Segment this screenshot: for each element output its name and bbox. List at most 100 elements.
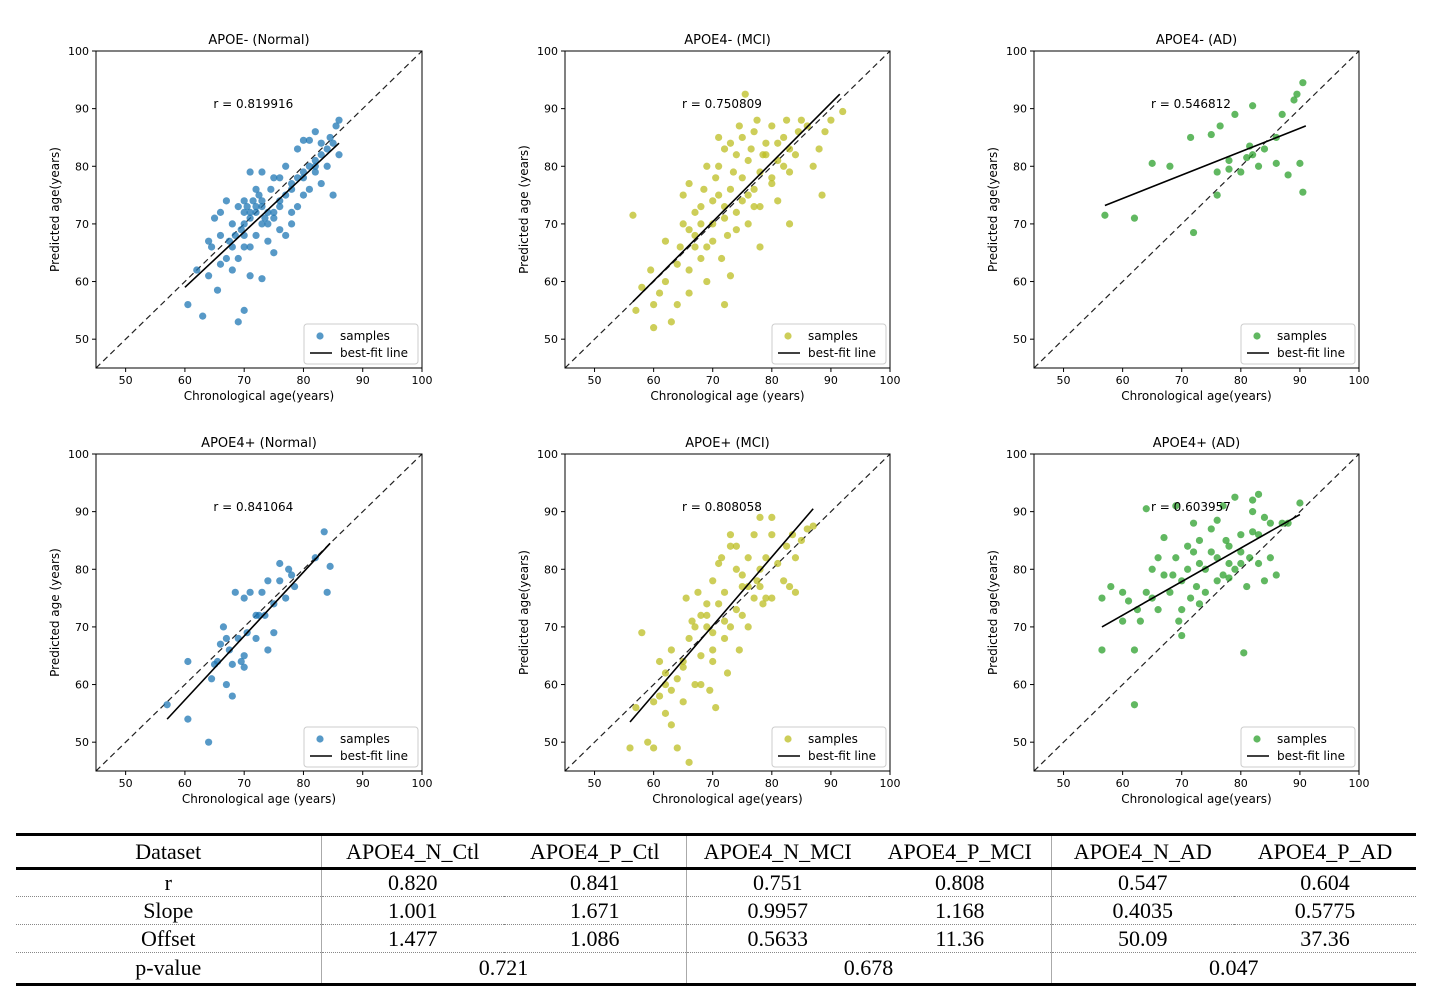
sample-point [726,272,735,280]
legend-samples-label: samples [808,329,858,343]
sample-point [299,191,308,199]
x-tick-label: 60 [1116,777,1130,790]
legend-box [1240,726,1356,768]
sample-point [1130,214,1139,222]
chart-title: APOE+ (MCI) [685,436,769,451]
sample-point [827,116,835,124]
sample-point [732,606,740,614]
sample-point [1192,582,1201,591]
sample-point [311,554,319,562]
sample-point [1231,110,1239,118]
sample-point [240,243,248,251]
legend-samples-marker [784,332,792,340]
sample-point [720,634,729,643]
sample-point [750,531,758,539]
x-axis-label: Chronological age(years) [652,792,802,806]
chart-title: APOE4+ (AD) [1153,436,1241,451]
sample-point [667,686,675,694]
sample-point [703,162,711,170]
sample-point [1254,490,1263,498]
sample-point [768,513,776,522]
sample-point [791,151,800,159]
sample-point [709,237,717,245]
chart-title: APOE4- (MCI) [684,33,771,48]
sample-point [1130,701,1139,709]
correlation-annotation: r = 0.819916 [213,97,293,111]
sample-point [317,151,325,159]
x-tick-label: 80 [765,374,779,387]
sample-point [1237,559,1245,568]
sample-point [1195,559,1204,568]
sample-point [270,208,278,216]
sample-point [685,266,693,274]
x-tick-label: 90 [1293,374,1307,387]
sample-point [762,151,770,159]
x-tick-label: 100 [880,374,901,387]
legend-fit-label: best-fit line [808,346,876,360]
sample-point [320,528,328,536]
x-tick-label: 60 [178,777,192,790]
sample-point [282,191,290,199]
chart-panel-3: APOE4- (AD) r = 0.546812 50 60 70 80 90 100 50 60… [986,33,1370,403]
legend-samples-marker [316,332,324,340]
sample-point [632,704,640,712]
legend: samples best-fit line [303,323,419,365]
sample-point [270,249,278,257]
sample-point [738,197,746,205]
header-apoe4-n-mci: APOE4_N_MCI [685,834,869,869]
legend-samples-label: samples [808,732,858,746]
sample-point [1175,617,1183,625]
sample-point [818,191,826,199]
sample-point [650,324,658,332]
sample-point [685,179,693,188]
sample-point [691,680,699,689]
sample-point [1260,513,1269,522]
sample-point [255,191,263,199]
y-tick-label: 50 [544,333,558,346]
table-cell: 37.36 [1300,925,1350,951]
sample-point [205,738,213,746]
header-apoe4-p-ctl: APOE4_P_Ctl [529,838,660,864]
sample-point [709,646,717,654]
sample-point [1296,499,1304,507]
sample-point [803,525,811,533]
sample-point [205,272,213,280]
sample-point [655,289,664,297]
sample-point [723,231,732,240]
sample-point [246,214,254,222]
sample-point [1186,594,1195,602]
sample-point [228,692,236,700]
sample-point [1148,159,1156,167]
legend: samples best-fit line [771,726,887,768]
sample-point [697,680,705,689]
sample-point [246,588,254,596]
sample-point [709,629,717,637]
sample-point [1189,519,1198,527]
sample-point [237,657,245,666]
sample-point [673,301,681,309]
y-tick-label: 60 [1013,679,1027,692]
sample-point [305,185,313,193]
identity-reference-line [95,453,423,772]
sample-point [282,594,290,602]
y-tick-label: 100 [68,45,89,58]
sample-point [1219,502,1227,510]
sample-point [650,698,658,706]
y-tick-label: 90 [544,506,558,519]
sample-point [163,701,171,709]
sample-point [685,289,693,297]
sample-point [821,128,829,136]
sample-point [326,562,334,570]
sample-point [222,634,230,643]
sample-point [1213,191,1221,199]
legend-box [1240,323,1356,365]
table-cell: 0.5775 [1294,897,1356,923]
sample-point [1243,154,1251,162]
identity-reference-line [1033,453,1360,772]
sample-point [709,657,717,666]
sample-point [697,652,705,660]
sample-point [234,203,242,211]
sample-point [216,208,225,216]
sample-point [1272,159,1280,167]
sample-point [216,260,225,268]
